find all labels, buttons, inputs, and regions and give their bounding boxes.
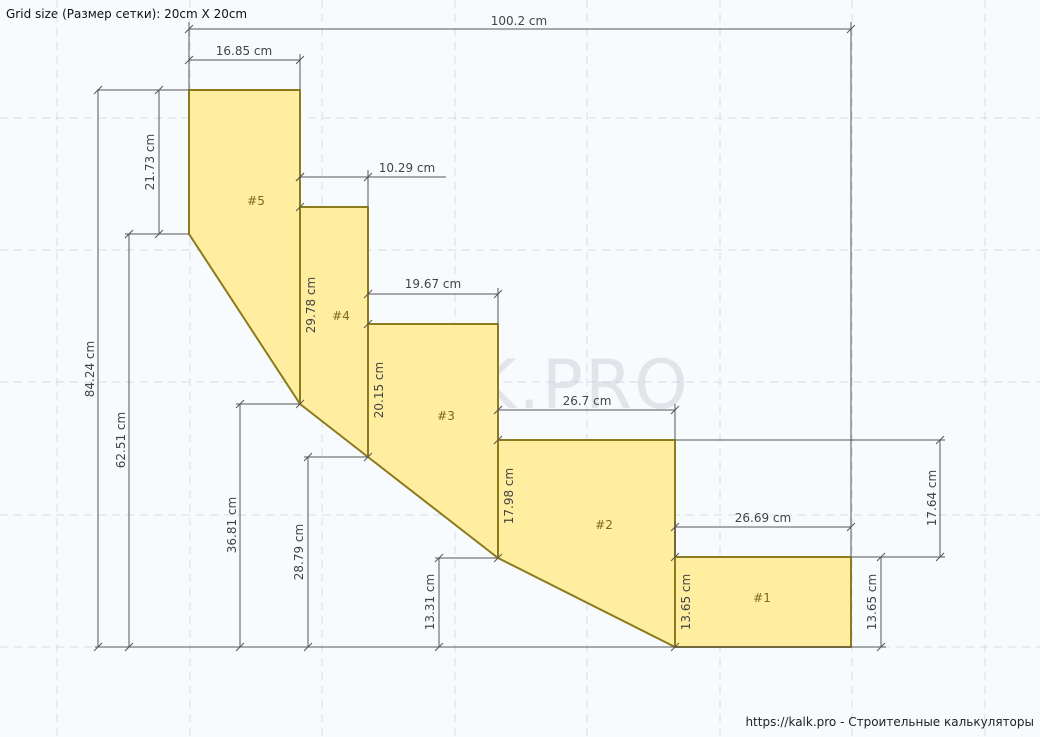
dim-piece5-height: 21.73 cm	[143, 134, 157, 190]
dim-step3-width: 19.67 cm	[405, 277, 461, 291]
piece-label-2: #2	[595, 518, 613, 532]
dim-total-height: 84.24 cm	[83, 341, 97, 397]
piece-3	[367, 323, 499, 559]
dim-piece3-height: 20.15 cm	[372, 362, 386, 418]
dim-step2-width: 26.7 cm	[563, 394, 612, 408]
dim-step-rise: 17.64 cm	[925, 470, 939, 526]
piece-2	[497, 439, 676, 648]
dim-top-step-width: 16.85 cm	[216, 44, 272, 58]
grid-size-caption: Grid size (Размер сетки): 20cm X 20cm	[6, 7, 248, 21]
dim-piece4-height: 29.78 cm	[304, 277, 318, 333]
piece-label-5: #5	[247, 194, 265, 208]
dim-total-width: 100.2 cm	[491, 14, 547, 28]
footer-link[interactable]: https://kalk.pro - Строительные калькуля…	[745, 715, 1034, 729]
dim-piece1-right-height: 13.65 cm	[865, 574, 879, 630]
dim-height-36: 36.81 cm	[225, 497, 239, 553]
dim-step4-offset: 10.29 cm	[379, 161, 435, 175]
piece-label-4: #4	[332, 309, 350, 323]
dim-step1-width: 26.69 cm	[735, 511, 791, 525]
piece-label-1: #1	[753, 591, 771, 605]
dim-height-13-31: 13.31 cm	[423, 574, 437, 630]
dim-height-28: 28.79 cm	[292, 524, 306, 580]
dim-piece2-height: 17.98 cm	[502, 468, 516, 524]
piece-5	[188, 89, 301, 405]
dim-height-62: 62.51 cm	[114, 412, 128, 468]
piece-label-3: #3	[437, 409, 455, 423]
dimension-lines	[93, 22, 945, 652]
dim-piece1-left-height: 13.65 cm	[679, 574, 693, 630]
